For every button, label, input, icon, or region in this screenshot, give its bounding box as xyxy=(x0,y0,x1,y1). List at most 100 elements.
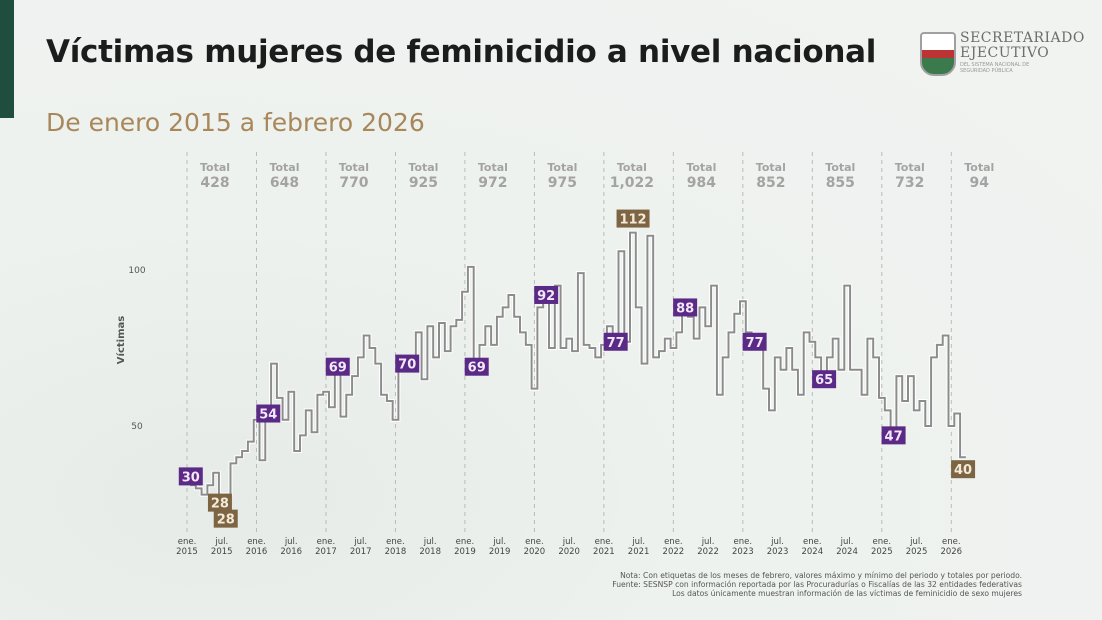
total-label: Total xyxy=(895,161,925,174)
x-tick-label: ene. xyxy=(734,537,753,547)
x-tick-label: 2021 xyxy=(628,547,650,557)
total-label: Total xyxy=(200,161,230,174)
total-label: Total xyxy=(686,161,716,174)
data-label: 65 xyxy=(815,373,833,388)
total-label: Total xyxy=(756,161,786,174)
x-tick-label: jul. xyxy=(423,537,437,547)
total-label: Total xyxy=(617,161,647,174)
data-label-box xyxy=(742,332,767,351)
data-label: 30 xyxy=(182,470,200,485)
x-tick-label: ene. xyxy=(595,537,614,547)
x-tick-label: ene. xyxy=(873,537,892,547)
x-tick-label: ene. xyxy=(456,537,475,547)
data-label-box xyxy=(673,298,698,317)
chart-notes: Nota: Con etiquetas de los meses de febr… xyxy=(612,571,1022,598)
x-tick-label: jul. xyxy=(909,537,923,547)
total-value: 648 xyxy=(270,175,299,191)
x-tick-label: jul. xyxy=(631,537,645,547)
x-tick-label: 2022 xyxy=(663,547,685,557)
total-value: 925 xyxy=(409,175,438,191)
y-axis-title: Víctimas xyxy=(115,316,127,364)
data-label: 28 xyxy=(217,513,235,528)
data-label-box xyxy=(881,426,906,445)
accent-bar xyxy=(0,0,14,118)
data-label-box xyxy=(464,357,489,376)
logo-line-2: EJECUTIVO xyxy=(960,45,1050,61)
total-label: Total xyxy=(339,161,369,174)
data-label-box xyxy=(213,509,238,528)
data-label: 47 xyxy=(885,429,903,444)
data-label-box xyxy=(616,209,650,228)
total-value: 94 xyxy=(970,175,990,191)
x-tick-label: 2024 xyxy=(836,547,858,557)
x-tick-label: 2017 xyxy=(315,547,337,557)
x-tick-label: 2026 xyxy=(940,547,962,557)
total-value: 852 xyxy=(756,175,785,191)
data-label-box xyxy=(603,332,628,351)
y-tick-label: 50 xyxy=(131,422,143,432)
page-title: Víctimas mujeres de feminicidio a nivel … xyxy=(46,34,877,70)
x-tick-label: ene. xyxy=(178,537,197,547)
data-label-box xyxy=(951,460,976,479)
x-tick-label: 2018 xyxy=(385,547,407,557)
total-value: 732 xyxy=(895,175,924,191)
x-tick-label: jul. xyxy=(770,537,784,547)
x-tick-label: 2019 xyxy=(489,547,511,557)
data-label-box xyxy=(325,357,350,376)
x-tick-label: 2023 xyxy=(732,547,754,557)
note-line: Los datos únicamente muestran informació… xyxy=(672,589,1022,598)
x-tick-label: jul. xyxy=(492,537,506,547)
logo-line-3: DEL SISTEMA NACIONAL DE SEGURIDAD PÚBLIC… xyxy=(960,62,1030,74)
data-label: 69 xyxy=(468,361,486,376)
data-label-box xyxy=(207,493,232,512)
x-tick-label: 2021 xyxy=(593,547,615,557)
total-value: 1,022 xyxy=(610,175,654,191)
x-tick-label: 2020 xyxy=(558,547,580,557)
x-tick-label: 2019 xyxy=(454,547,476,557)
x-tick-label: ene. xyxy=(942,537,961,547)
x-tick-label: 2024 xyxy=(801,547,823,557)
data-label-box xyxy=(812,370,837,389)
x-tick-label: jul. xyxy=(214,537,228,547)
x-tick-label: 2017 xyxy=(350,547,372,557)
data-label: 28 xyxy=(211,497,229,512)
total-value: 428 xyxy=(200,175,229,191)
data-label-box xyxy=(256,404,281,423)
x-tick-label: 2025 xyxy=(871,547,893,557)
x-tick-label: 2018 xyxy=(419,547,441,557)
note-line: Fuente: SESNSP con información reportada… xyxy=(612,580,1022,589)
total-value: 972 xyxy=(478,175,507,191)
total-label: Total xyxy=(408,161,438,174)
total-value: 770 xyxy=(339,175,368,191)
total-label: Total xyxy=(825,161,855,174)
x-tick-label: 2020 xyxy=(524,547,546,557)
x-tick-label: 2023 xyxy=(767,547,789,557)
x-tick-label: ene. xyxy=(803,537,822,547)
note-line: Nota: Con etiquetas de los meses de febr… xyxy=(620,571,1022,580)
total-value: 855 xyxy=(826,175,855,191)
total-label: Total xyxy=(964,161,994,174)
x-tick-label: ene. xyxy=(664,537,683,547)
x-tick-label: jul. xyxy=(284,537,298,547)
data-label: 92 xyxy=(537,289,555,304)
data-label: 69 xyxy=(329,361,347,376)
logo-line-1: SECRETARIADO xyxy=(960,30,1085,46)
x-tick-label: ene. xyxy=(525,537,544,547)
data-label: 77 xyxy=(607,336,625,351)
x-tick-label: 2022 xyxy=(697,547,719,557)
x-tick-label: jul. xyxy=(701,537,715,547)
x-tick-label: jul. xyxy=(840,537,854,547)
x-tick-label: ene. xyxy=(386,537,405,547)
data-label: 112 xyxy=(619,213,646,228)
data-label: 40 xyxy=(954,463,972,478)
x-tick-label: 2015 xyxy=(176,547,198,557)
total-label: Total xyxy=(478,161,508,174)
total-label: Total xyxy=(269,161,299,174)
data-label: 54 xyxy=(259,408,277,423)
data-label-box xyxy=(178,467,203,486)
secretariado-logo: SECRETARIADO EJECUTIVO DEL SISTEMA NACIO… xyxy=(920,30,1090,80)
total-value: 975 xyxy=(548,175,577,191)
data-label: 77 xyxy=(746,336,764,351)
x-tick-label: 2016 xyxy=(246,547,268,557)
